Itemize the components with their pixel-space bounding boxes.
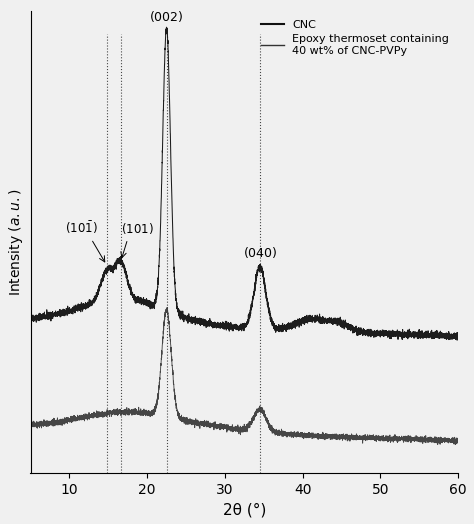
- Text: $(040)$: $(040)$: [243, 245, 277, 260]
- Y-axis label: Intensity ($a.u.$): Intensity ($a.u.$): [7, 188, 25, 296]
- X-axis label: 2θ (°): 2θ (°): [223, 502, 266, 517]
- Legend: CNC, Epoxy thermoset containing
40 wt% of CNC-PVPy: CNC, Epoxy thermoset containing 40 wt% o…: [258, 16, 453, 59]
- Text: $(002)$: $(002)$: [149, 8, 184, 24]
- Text: $(10\bar{1})$: $(10\bar{1})$: [65, 219, 97, 235]
- Text: $(101)$: $(101)$: [121, 221, 154, 235]
